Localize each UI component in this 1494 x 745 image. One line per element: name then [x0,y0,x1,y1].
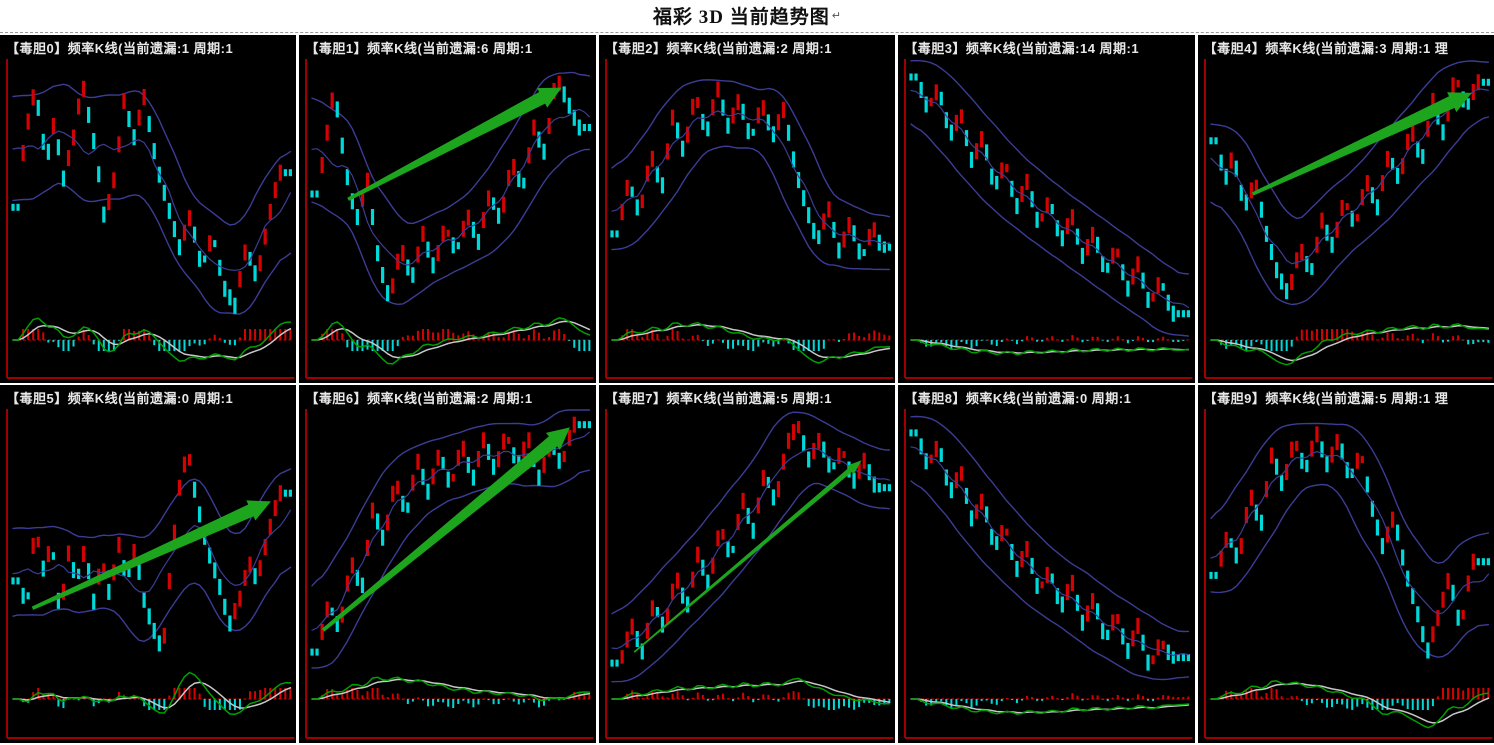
chart-grid: 【毒胆0】频率K线(当前遗漏:1 周期:1 【毒胆1】频率K线(当前遗漏:6 周期… [0,35,1494,743]
paragraph-mark-icon: ↵ [831,8,841,22]
title-separator [0,32,1494,33]
panel-header-label: 【毒胆2】频率K线(当前遗漏:2 周期:1 [604,41,832,56]
chart-panel-3: 【毒胆3】频率K线(当前遗漏:14 周期:1 [898,35,1195,383]
chart-panel-2: 【毒胆2】频率K线(当前遗漏:2 周期:1 [598,35,896,383]
panel-header-label: 【毒胆3】频率K线(当前遗漏:14 周期:1 [904,41,1140,56]
chart-panel-6: 【毒胆6】频率K线(当前遗漏:2 周期:1 [299,385,596,743]
chart-panel-9: 【毒胆9】频率K线(当前遗漏:5 周期:1 理 [1197,385,1494,743]
kline-chart-3 [904,59,1193,379]
panel-header-label: 【毒胆6】频率K线(当前遗漏:2 周期:1 [305,391,533,406]
trend-arrow-icon [347,87,563,201]
kline-chart-8 [904,409,1193,739]
chart-panel-0: 【毒胆0】频率K线(当前遗漏:1 周期:1 [0,35,297,383]
chart-panel-4: 【毒胆4】频率K线(当前遗漏:3 周期:1 理 [1197,35,1494,383]
kline-chart-1 [305,59,594,379]
trend-arrow-icon [322,427,571,632]
kline-chart-5 [6,409,295,739]
chart-panel-7: 【毒胆7】频率K线(当前遗漏:5 周期:1 [598,385,896,743]
chart-panel-1: 【毒胆1】频率K线(当前遗漏:6 周期:1 [299,35,596,383]
panel-header-label: 【毒胆0】频率K线(当前遗漏:1 周期:1 [6,41,234,56]
panel-header-label: 【毒胆1】频率K线(当前遗漏:6 周期:1 [305,41,533,56]
page-title: 福彩 3D 当前趋势图 [653,6,830,28]
chart-panel-8: 【毒胆8】频率K线(当前遗漏:0 周期:1 [898,385,1195,743]
panel-header-label: 【毒胆8】频率K线(当前遗漏:0 周期:1 [904,391,1132,406]
kline-chart-4 [1203,59,1492,379]
panel-header-label: 【毒胆4】频率K线(当前遗漏:3 周期:1 理 [1203,41,1449,56]
trend-arrow-icon [1251,92,1472,196]
kline-chart-7 [604,409,894,739]
kline-chart-6 [305,409,594,739]
panel-header-label: 【毒胆9】频率K线(当前遗漏:5 周期:1 理 [1203,391,1449,406]
kline-chart-9 [1203,409,1492,739]
trend-arrow-icon [31,500,271,610]
kline-chart-0 [6,59,295,379]
document-header: 福彩 3D 当前趋势图 ↵ [0,0,1494,30]
panel-header-label: 【毒胆7】频率K线(当前遗漏:5 周期:1 [604,391,832,406]
trend-arrow-icon [633,460,862,653]
panel-header-label: 【毒胆5】频率K线(当前遗漏:0 周期:1 [6,391,234,406]
kline-chart-2 [604,59,894,379]
chart-panel-5: 【毒胆5】频率K线(当前遗漏:0 周期:1 [0,385,297,743]
